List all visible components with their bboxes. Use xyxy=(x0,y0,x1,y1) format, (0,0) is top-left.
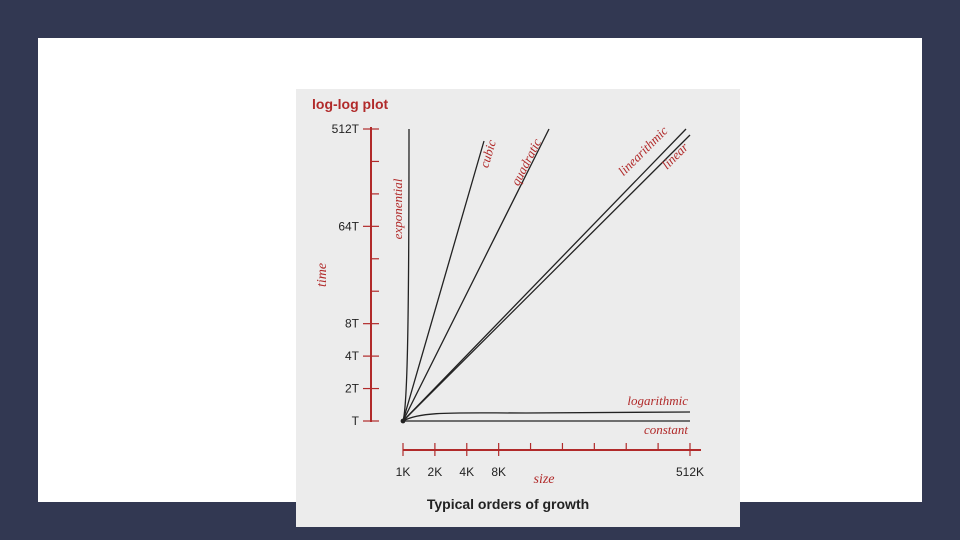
cubic-label: cubic xyxy=(476,138,499,170)
x-tick-label: 4K xyxy=(459,465,474,479)
y-axis-label: time xyxy=(315,263,330,287)
exponential-curve xyxy=(402,128,410,422)
x-tick-label: 1K xyxy=(396,465,411,479)
exponential-label: exponential xyxy=(390,178,405,239)
linearithmic-curve xyxy=(402,128,687,422)
chart-figure: log-log plot time size Typical orders of… xyxy=(296,89,740,527)
logarithmic-curve xyxy=(402,411,691,422)
cubic-curve xyxy=(402,140,485,422)
linear-label: linear xyxy=(659,139,692,172)
log-log-chart: log-log plot time size Typical orders of… xyxy=(312,96,704,512)
quadratic-curve xyxy=(402,128,550,422)
quadratic-label: quadratic xyxy=(508,136,544,188)
slide: log-log plot time size Typical orders of… xyxy=(38,38,922,527)
y-tick-label: 64T xyxy=(338,219,359,233)
curves xyxy=(400,128,691,424)
linearithmic-label: linearithmic xyxy=(615,123,671,179)
linear-curve xyxy=(402,134,691,422)
x-tick-label: 8K xyxy=(491,465,506,479)
constant-label: constant xyxy=(644,422,688,437)
x-axis-label: size xyxy=(534,472,555,487)
y-tick-label: T xyxy=(352,414,360,428)
chart-caption: Typical orders of growth xyxy=(427,496,589,512)
y-tick-label: 8T xyxy=(345,317,360,331)
y-tick-label: 512T xyxy=(332,122,360,136)
logarithmic-label: logarithmic xyxy=(627,393,688,408)
x-tick-label: 512K xyxy=(676,465,704,479)
origin-point xyxy=(400,418,406,424)
chart-title: log-log plot xyxy=(312,96,389,112)
axes: T 2T 4T 8T 64T 512T 1K 2K 4K 8K 512K xyxy=(332,122,704,479)
x-tick-label: 2K xyxy=(428,465,443,479)
y-tick-label: 4T xyxy=(345,349,360,363)
y-tick-label: 2T xyxy=(345,382,360,396)
